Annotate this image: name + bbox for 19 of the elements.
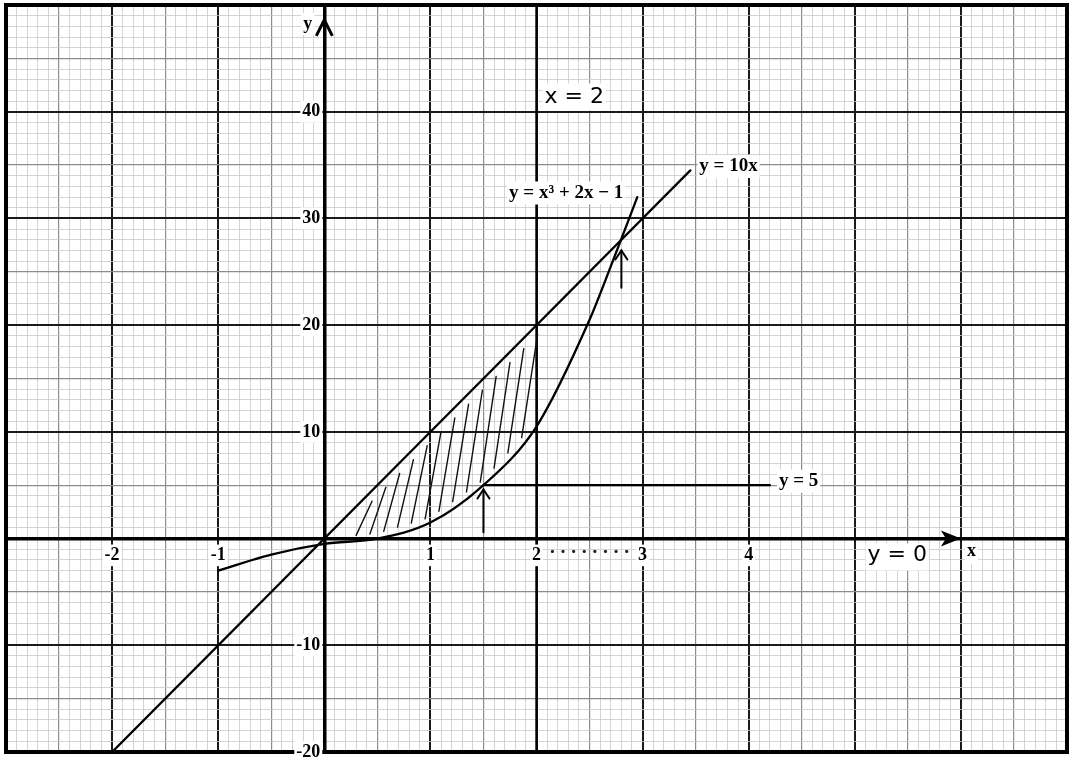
- x-tick-label: 2: [532, 544, 541, 565]
- x-tick-label: 3: [638, 544, 648, 565]
- x-tick-label: -1: [210, 544, 226, 565]
- x-tick-label: 4: [744, 544, 754, 565]
- series-label: y = 10x: [699, 154, 759, 176]
- y-tick-label: 10: [302, 420, 321, 441]
- y-tick-label: -20: [296, 740, 321, 761]
- series-label: y = x³ + 2x − 1: [509, 180, 624, 202]
- x-axis-title: x: [966, 540, 976, 561]
- y-tick-label: -10: [296, 633, 321, 654]
- annotation: y = 0: [867, 541, 927, 567]
- y-axis-title: y: [303, 12, 313, 33]
- x-tick-label: -2: [104, 544, 120, 565]
- x-tick-label: 1: [425, 544, 435, 565]
- y-tick-label: 40: [302, 100, 321, 121]
- ref-line-label: x = 2: [544, 82, 604, 108]
- y-tick-label: 20: [302, 313, 321, 334]
- y-tick-label: 30: [302, 207, 321, 228]
- series-label: y = 5: [778, 469, 819, 491]
